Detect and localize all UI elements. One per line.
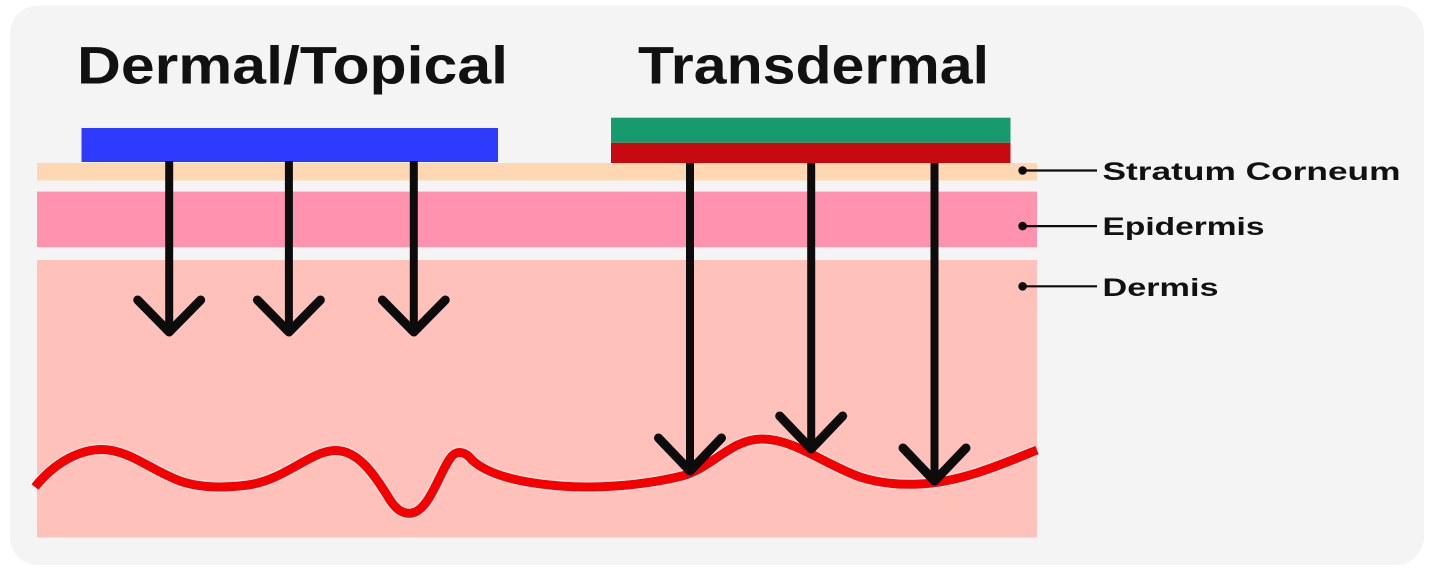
svg-text:Stratum Corneum: Stratum Corneum: [1103, 158, 1401, 186]
svg-text:Epidermis: Epidermis: [1103, 213, 1265, 241]
svg-text:Dermal/Topical: Dermal/Topical: [77, 37, 508, 96]
svg-text:Transdermal: Transdermal: [638, 37, 989, 96]
svg-text:Dermis: Dermis: [1103, 274, 1219, 302]
